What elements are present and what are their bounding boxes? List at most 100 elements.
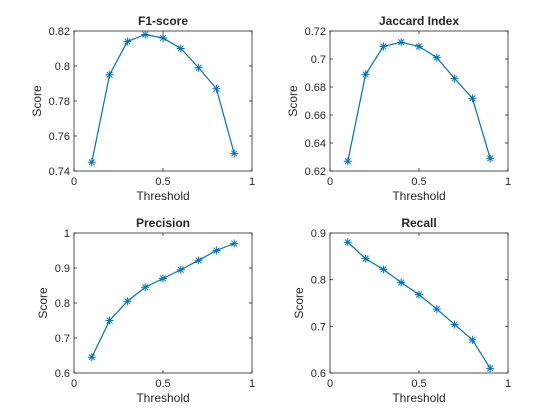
marker-stroke	[469, 336, 476, 343]
y-tick-label: 0.8	[55, 298, 70, 310]
y-axis-label: Score	[30, 85, 44, 117]
x-tick-label: 1	[505, 176, 511, 188]
data-point-marker	[432, 304, 441, 314]
marker-stroke	[231, 150, 238, 157]
data-point-marker	[230, 149, 239, 158]
y-axis-label: Score	[292, 287, 306, 319]
marker-stroke	[177, 266, 184, 273]
marker-stroke	[380, 43, 387, 50]
x-tick-label: 0	[327, 176, 333, 188]
data-point-marker	[141, 283, 150, 292]
data-point-marker	[158, 274, 168, 283]
data-point-marker	[468, 94, 477, 103]
data-point-marker	[450, 74, 459, 83]
x-tick-label: 1	[505, 378, 511, 390]
subplot-jaccard-index: 0 0.5 1 0.62 0.64 0.66 0.68 0.7 0.72 Jaccard Ind…	[286, 14, 511, 203]
data-point-marker	[397, 278, 406, 287]
marker-stroke	[398, 39, 405, 46]
marker-stroke	[487, 155, 494, 162]
marker-stroke	[487, 365, 494, 372]
plot-frame	[329, 232, 509, 374]
marker-stroke	[142, 284, 149, 291]
subplot-title: Precision	[136, 216, 190, 230]
x-tick-label: 0.5	[411, 378, 426, 390]
data-point-marker	[450, 320, 459, 329]
x-axis-label: Threshold	[136, 189, 189, 203]
data-point-marker	[414, 42, 424, 51]
marker-stroke	[177, 45, 184, 52]
y-tick-label: 0.78	[49, 96, 70, 108]
x-tick-label: 0.5	[155, 176, 170, 188]
marker-stroke	[213, 247, 220, 254]
data-point-marker	[361, 254, 370, 263]
y-tick-label: 0.8	[55, 61, 70, 73]
subplot-title: Jaccard Index	[379, 14, 459, 28]
marker-stroke	[469, 95, 476, 102]
data-point-marker	[379, 265, 388, 274]
y-tick-label: 1	[64, 228, 70, 240]
data-point-marker	[468, 335, 477, 344]
data-point-marker	[194, 256, 203, 265]
data-point-marker	[343, 157, 352, 166]
data-point-marker	[176, 265, 185, 274]
marker-stroke	[159, 34, 167, 42]
plot-frame	[73, 30, 253, 172]
y-tick-label: 0.68	[305, 82, 326, 94]
marker-stroke	[398, 279, 405, 286]
y-tick-label: 0.64	[305, 138, 326, 150]
marker-stroke	[433, 54, 440, 61]
y-tick-label: 0.72	[305, 26, 326, 38]
data-point-marker	[176, 44, 185, 53]
x-axis-label: Threshold	[392, 391, 445, 405]
y-axis-label: Score	[286, 85, 300, 117]
subplot-precision: 0 0.5 1 0.6 0.7 0.8 0.9 1 Precision Threshold S…	[36, 216, 255, 405]
marker-stroke	[415, 43, 423, 50]
marker-stroke	[142, 31, 149, 38]
marker-stroke	[362, 71, 369, 78]
plot-frame	[73, 232, 253, 374]
x-tick-label: 0	[71, 176, 77, 188]
plot-frame	[329, 30, 509, 172]
data-point-marker	[123, 37, 132, 46]
y-tick-label: 0.7	[311, 321, 326, 333]
subplot-title: F1-score	[138, 14, 188, 28]
y-tick-label: 0.8	[311, 275, 326, 287]
data-point-marker	[141, 30, 150, 39]
y-tick-label: 0.7	[311, 54, 326, 66]
x-axis-label: Threshold	[392, 189, 445, 203]
marker-stroke	[433, 306, 440, 313]
data-point-marker	[397, 38, 406, 47]
data-point-marker	[212, 84, 221, 93]
y-tick-label: 0.6	[311, 368, 326, 380]
marker-stroke	[380, 266, 387, 273]
y-tick-label: 0.9	[311, 228, 326, 240]
y-tick-label: 0.9	[55, 263, 70, 275]
marker-stroke	[88, 159, 95, 166]
marker-stroke	[451, 321, 458, 328]
y-tick-label: 0.82	[49, 26, 70, 38]
subplot-title: Recall	[401, 216, 436, 230]
y-tick-label: 0.7	[55, 333, 70, 345]
x-axis-label: Threshold	[136, 391, 189, 405]
marker-stroke	[124, 298, 131, 305]
y-tick-label: 0.76	[49, 131, 70, 143]
data-point-marker	[105, 316, 114, 325]
y-tick-label: 0.6	[55, 368, 70, 380]
x-tick-label: 0	[327, 378, 333, 390]
y-tick-label: 0.62	[305, 166, 326, 178]
marker-stroke	[159, 275, 167, 282]
marker-stroke	[344, 239, 351, 246]
marker-stroke	[106, 71, 113, 78]
data-point-marker	[105, 70, 114, 79]
data-point-marker	[361, 70, 370, 79]
y-tick-label: 0.74	[49, 166, 70, 178]
subplot-recall: 0 0.5 1 0.6 0.7 0.8 0.9 Recall Threshold Score	[292, 216, 511, 405]
marker-stroke	[88, 354, 95, 361]
marker-stroke	[362, 255, 369, 262]
data-point-marker	[343, 238, 352, 247]
marker-stroke	[415, 291, 423, 298]
y-axis-label: Score	[36, 287, 50, 319]
marker-stroke	[195, 64, 202, 71]
data-point-marker	[123, 297, 132, 306]
